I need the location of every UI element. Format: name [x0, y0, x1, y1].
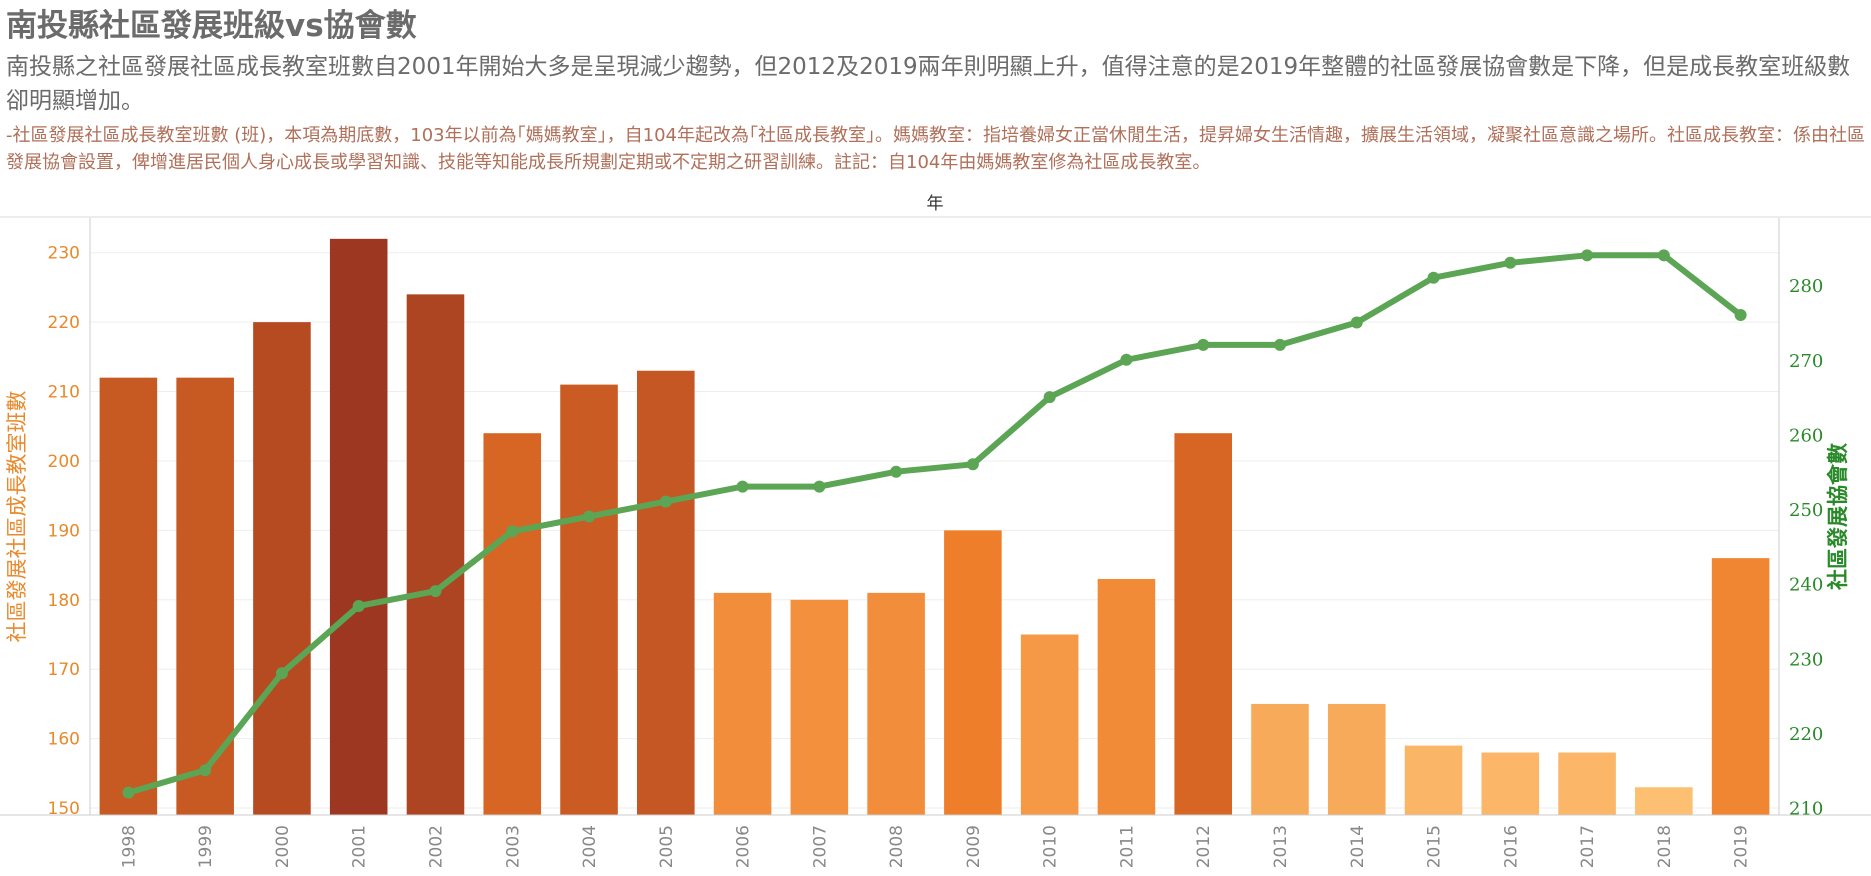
y-left-tick-label: 190 [48, 521, 80, 541]
y-left-tick-label: 150 [48, 799, 80, 819]
y-left-tick-label: 210 [48, 383, 80, 403]
x-tick-label: 2004 [580, 825, 600, 868]
y-left-tick-label: 230 [48, 244, 80, 264]
chart-header: 南投縣社區發展班級vs協會數 南投縣之社區發展社區成長教室班數自2001年開始大… [6, 4, 1866, 176]
line-point-2015 [1427, 271, 1440, 284]
bar-2018 [1635, 787, 1693, 815]
x-tick-label: 2015 [1425, 825, 1445, 868]
bar-2015 [1404, 745, 1463, 815]
line-point-2008 [890, 465, 903, 478]
x-tick-label: 2000 [273, 825, 293, 868]
y-left-tick-label: 160 [48, 730, 80, 750]
bar-2011 [1097, 578, 1156, 815]
line-point-2003 [506, 525, 519, 538]
bar-2008 [867, 592, 925, 815]
x-tick-label: 2007 [810, 825, 830, 868]
bar-2014 [1327, 703, 1386, 815]
line-point-2012 [1197, 338, 1210, 351]
y-left-tick-label: 200 [48, 452, 80, 472]
line-point-1998 [122, 786, 135, 799]
bar-2009 [944, 530, 1002, 815]
x-tick-label: 1999 [196, 825, 216, 868]
line-point-2005 [659, 495, 672, 508]
line-point-2007 [813, 480, 826, 493]
x-tick-label: 2002 [426, 825, 446, 868]
bar-2002 [406, 294, 465, 815]
line-point-2002 [429, 585, 442, 598]
chart-note: -社區發展社區成長教室班數 (班)，本項為期底數，103年以前為｢媽媽教室｣，自… [6, 125, 1865, 173]
chart-title: 南投縣社區發展班級vs協會數 [6, 8, 417, 44]
y-right-tick-label: 240 [1789, 575, 1823, 596]
y-right-tick-label: 270 [1789, 351, 1823, 372]
line-point-2001 [352, 600, 365, 613]
line-point-2006 [736, 480, 749, 493]
x-tick-label: 2017 [1578, 825, 1598, 868]
chart-subtitle: 南投縣之社區發展社區成長教室班數自2001年開始大多是呈現減少趨勢，但2012及… [6, 54, 1851, 114]
x-tick-label: 2006 [734, 825, 754, 868]
x-tick-label: 2011 [1117, 825, 1137, 868]
line-point-2000 [275, 667, 288, 680]
y-right-tick-label: 250 [1789, 500, 1823, 521]
bar-2006 [713, 592, 772, 815]
x-tick-label: 2009 [964, 825, 984, 868]
bar-2013 [1251, 703, 1309, 815]
line-point-2018 [1657, 249, 1670, 262]
line-point-2019 [1734, 309, 1747, 322]
x-tick-label: 2010 [1041, 825, 1061, 868]
y-right-tick-label: 220 [1789, 724, 1823, 745]
bar-2017 [1558, 752, 1616, 815]
y-right-tick-label: 280 [1789, 276, 1823, 297]
line-point-2010 [1043, 391, 1056, 404]
bar-2012 [1174, 433, 1232, 815]
y-left-tick-label: 220 [48, 313, 80, 333]
y-right-axis-label: 社區發展協會數 [1826, 443, 1850, 591]
line-point-2004 [583, 510, 596, 523]
line-point-2014 [1350, 316, 1363, 329]
line-point-2009 [966, 458, 979, 471]
x-tick-label: 2005 [657, 825, 677, 868]
bar-2000 [253, 322, 311, 815]
x-axis-title: 年 [927, 194, 944, 214]
bar-2005 [637, 370, 695, 815]
x-tick-label: 2014 [1348, 825, 1368, 868]
bar-1998 [99, 377, 158, 815]
x-tick-label: 2019 [1732, 825, 1752, 868]
y-right-tick-label: 260 [1789, 425, 1823, 446]
bar-2001 [329, 238, 388, 816]
bar-2004 [560, 384, 618, 815]
x-tick-label: 2013 [1271, 825, 1291, 868]
y-right-tick-label: 210 [1789, 799, 1823, 820]
x-tick-label: 2008 [887, 825, 907, 868]
y-right-tick-label: 230 [1789, 649, 1823, 670]
line-point-2011 [1120, 353, 1133, 366]
bar-2019 [1711, 558, 1770, 815]
y-left-tick-label: 180 [48, 591, 80, 611]
line-point-2016 [1504, 256, 1517, 269]
x-tick-label: 2012 [1194, 825, 1214, 868]
x-tick-label: 1998 [119, 825, 139, 868]
bar-2010 [1020, 634, 1079, 815]
bar-2016 [1481, 752, 1540, 815]
x-tick-label: 2016 [1501, 825, 1521, 868]
line-point-1999 [199, 764, 212, 777]
x-tick-label: 2018 [1655, 825, 1675, 868]
line-series-associations [125, 252, 1744, 796]
y-left-axis-label: 社區發展社區成長教室班數 [5, 391, 29, 643]
y-left-tick-label: 170 [48, 660, 80, 680]
x-tick-label: 2001 [350, 825, 370, 868]
line-point-2013 [1273, 338, 1286, 351]
bar-2007 [790, 599, 849, 815]
x-tick-label: 2003 [503, 825, 523, 868]
bar-2003 [483, 433, 542, 815]
line-point-2017 [1581, 249, 1594, 262]
